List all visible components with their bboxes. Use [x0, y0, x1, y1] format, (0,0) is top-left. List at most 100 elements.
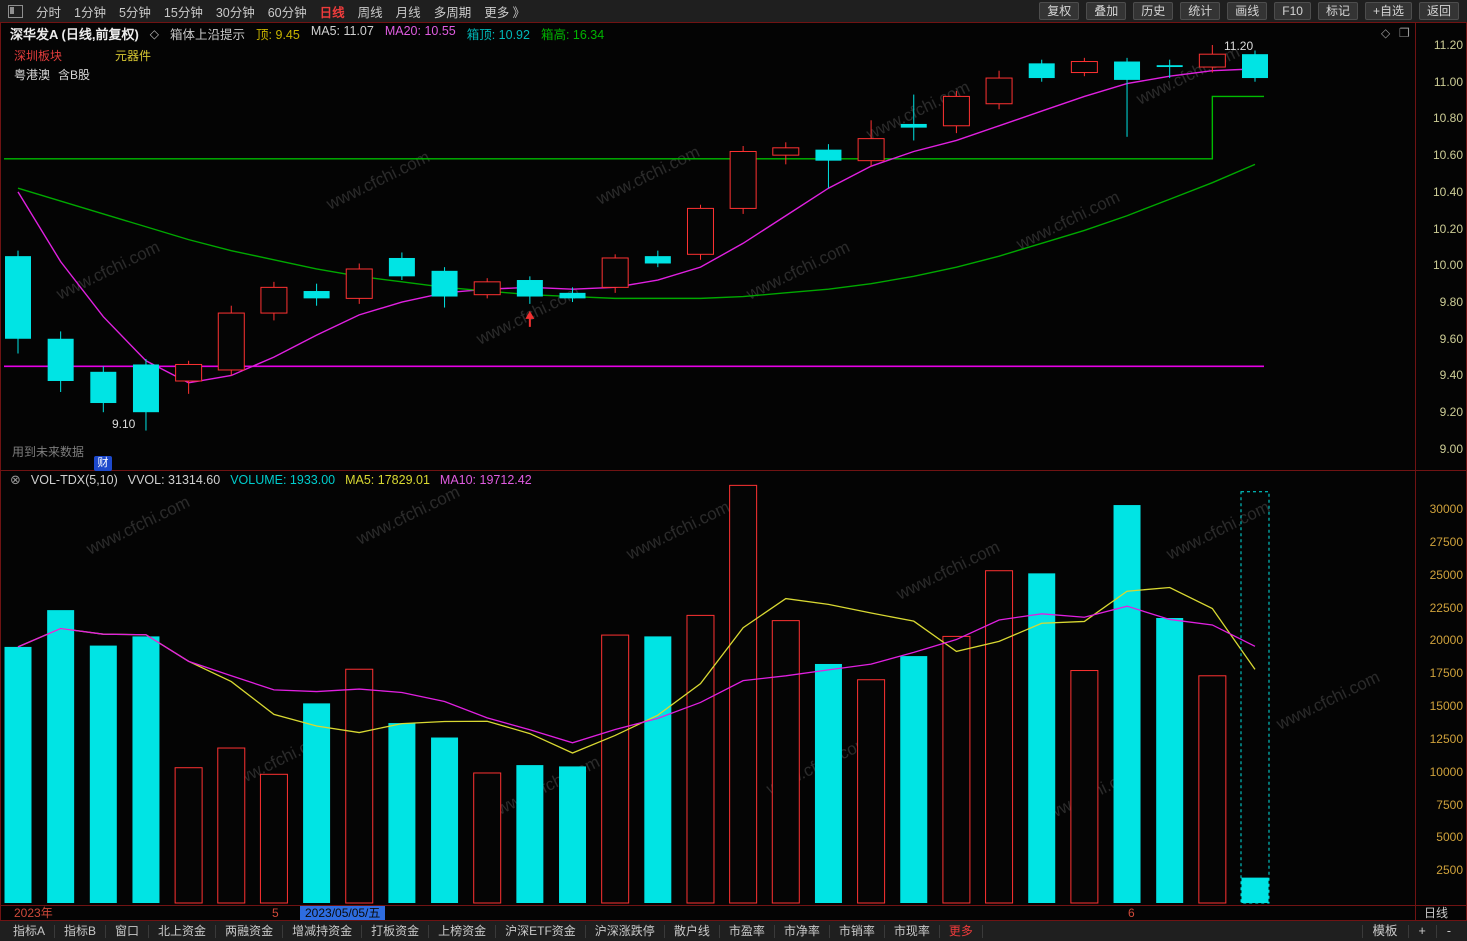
topbar-action-button[interactable]: F10	[1274, 2, 1311, 20]
volume-bar[interactable]	[1113, 505, 1141, 903]
topbar-action-button[interactable]: 返回	[1418, 2, 1459, 20]
candle-body[interactable]	[1198, 53, 1226, 68]
diamond-marker-icon[interactable]: ◇	[1381, 26, 1391, 40]
period-tab[interactable]: 30分钟	[215, 5, 255, 20]
selected-date[interactable]: 2023/05/05/五	[300, 906, 386, 920]
volume-bar[interactable]	[132, 636, 160, 903]
template-button[interactable]: 模板	[1361, 924, 1408, 938]
topbar-action-button[interactable]: 历史	[1133, 2, 1174, 20]
candle-body[interactable]	[815, 149, 842, 161]
close-circle-icon[interactable]: ⊗	[10, 472, 21, 487]
restore-window-icon[interactable]: ❐	[1399, 26, 1410, 40]
candle-body[interactable]	[175, 363, 203, 382]
period-tab[interactable]: 60分钟	[267, 5, 307, 20]
volume-bar[interactable]	[217, 747, 246, 904]
volume-bar[interactable]	[1241, 877, 1269, 903]
bottom-tab[interactable]: 北上资金	[149, 924, 217, 938]
volume-bar[interactable]	[771, 620, 800, 904]
bottom-tab[interactable]: 沪深ETF资金	[496, 924, 586, 938]
candle-body[interactable]	[1070, 61, 1098, 74]
topbar-action-button[interactable]: 标记	[1317, 2, 1358, 20]
bottom-tab[interactable]: 窗口	[106, 924, 150, 938]
volume-bar[interactable]	[601, 634, 630, 904]
volume-bar[interactable]	[89, 645, 117, 903]
bottom-tab[interactable]: 指标A	[4, 924, 56, 938]
topbar-action-button[interactable]: +自选	[1364, 2, 1412, 20]
volume-bar[interactable]	[729, 484, 758, 904]
bottom-tab[interactable]: 市净率	[775, 924, 830, 938]
window-grid-icon[interactable]	[8, 4, 23, 18]
volume-bar[interactable]	[559, 766, 587, 903]
period-tab[interactable]: 15分钟	[163, 5, 203, 20]
period-tab[interactable]: 周线	[357, 5, 383, 20]
volume-bar[interactable]	[1070, 670, 1099, 904]
volume-bar[interactable]	[47, 610, 75, 903]
bottom-tab[interactable]: 市现率	[885, 924, 940, 938]
topbar-action-button[interactable]: 统计	[1180, 2, 1221, 20]
candle-body[interactable]	[431, 270, 458, 297]
period-tab[interactable]: 日线	[319, 5, 345, 20]
volume-bar[interactable]	[345, 668, 374, 904]
bottom-tab[interactable]: 上榜资金	[429, 924, 497, 938]
bottom-tab[interactable]: 两融资金	[216, 924, 284, 938]
volume-bar[interactable]	[1198, 675, 1227, 904]
volume-bar[interactable]	[516, 765, 544, 903]
sector-tag[interactable]: 含B股	[58, 68, 91, 82]
candle-body[interactable]	[388, 257, 415, 277]
bottom-tab[interactable]: 市销率	[830, 924, 885, 938]
volume-bar[interactable]	[431, 737, 459, 903]
candle-body[interactable]	[1241, 54, 1268, 79]
candle-body[interactable]	[345, 268, 373, 299]
period-tab[interactable]: 更多 》	[484, 5, 526, 20]
bottom-tab[interactable]: 散户线	[665, 924, 720, 938]
candle-body[interactable]	[644, 256, 671, 264]
candle-body[interactable]	[132, 364, 159, 413]
bottom-tab[interactable]: 沪深涨跌停	[586, 924, 665, 938]
indicator-name[interactable]: 箱体上沿提示	[170, 28, 246, 42]
more-tab[interactable]: 更多	[940, 924, 983, 938]
candle-body[interactable]	[942, 95, 970, 127]
volume-bar[interactable]	[942, 635, 971, 904]
finance-badge[interactable]: 财	[94, 456, 112, 471]
bottom-tab[interactable]: 打板资金	[362, 924, 430, 938]
candle-body[interactable]	[1156, 65, 1183, 68]
candle-body[interactable]	[47, 338, 74, 381]
volume-bar[interactable]	[1156, 618, 1184, 903]
candle-body[interactable]	[5, 256, 31, 339]
candle-body[interactable]	[559, 292, 586, 299]
bottom-tab[interactable]: 增减持资金	[283, 924, 363, 938]
period-tab[interactable]: 分时	[36, 5, 62, 20]
period-tab[interactable]: 1分钟	[74, 5, 106, 20]
volume-bar[interactable]	[388, 723, 416, 903]
candle-body[interactable]	[772, 147, 800, 156]
candle-body[interactable]	[686, 207, 714, 255]
topbar-action-button[interactable]: 画线	[1227, 2, 1268, 20]
period-tab[interactable]: 月线	[395, 5, 421, 20]
candle-body[interactable]	[217, 312, 245, 371]
volume-bar[interactable]	[857, 679, 886, 904]
candle-body[interactable]	[900, 123, 927, 128]
candle-body[interactable]	[303, 291, 330, 299]
period-tab[interactable]: 5分钟	[118, 5, 151, 20]
topbar-action-button[interactable]: 叠加	[1086, 2, 1127, 20]
sector-tag[interactable]: 粤港澳	[14, 68, 51, 82]
volume-bar[interactable]	[174, 767, 203, 904]
candle-body[interactable]	[1114, 61, 1141, 80]
candle-body[interactable]	[729, 150, 757, 209]
bottom-tab[interactable]: 指标B	[55, 924, 107, 938]
candle-body[interactable]	[260, 286, 288, 314]
volume-bar[interactable]	[900, 656, 928, 903]
candle-body[interactable]	[90, 371, 117, 404]
add-pane-button[interactable]: +	[1407, 924, 1436, 938]
sector-tag[interactable]: 深圳板块	[14, 49, 63, 63]
candle-body[interactable]	[985, 77, 1013, 105]
volume-bar[interactable]	[985, 570, 1014, 904]
candle-body[interactable]	[1028, 63, 1055, 79]
volume-bar[interactable]	[686, 614, 715, 904]
candle-body[interactable]	[601, 257, 629, 288]
candle-body[interactable]	[516, 280, 543, 297]
volume-bar[interactable]	[473, 772, 502, 904]
bottom-tab[interactable]: 市盈率	[720, 924, 775, 938]
candle-body[interactable]	[857, 138, 885, 162]
